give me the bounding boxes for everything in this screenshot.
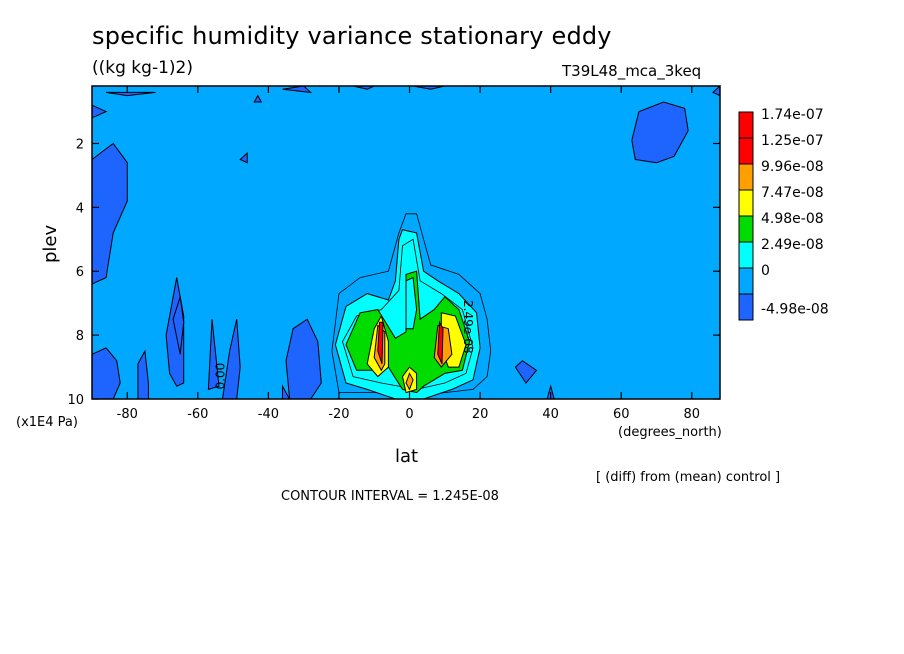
negative-region-14 <box>106 91 156 97</box>
y-tick-label-2: 6 <box>76 265 84 280</box>
legend-swatch-0 <box>738 111 754 139</box>
legend-label-7: -4.98e-08 <box>761 301 829 317</box>
y-tick-label-3: 8 <box>76 329 84 344</box>
x-tick-label-8: 80 <box>684 407 701 422</box>
legend-label-3: 7.47e-08 <box>761 185 824 201</box>
x-tick-label-1: -60 <box>187 407 208 422</box>
y-axis-label: plev <box>40 224 61 263</box>
negative-region-11 <box>631 101 689 164</box>
contour-label-zero: 0.00 <box>213 363 227 390</box>
y-tick-label-0: 2 <box>76 137 84 152</box>
legend-swatch-2 <box>738 163 754 191</box>
legend-swatch-3 <box>738 189 754 217</box>
legend-swatch-7 <box>738 293 754 321</box>
negative-region-4 <box>207 319 220 391</box>
chart-title: specific humidity variance stationary ed… <box>92 22 612 50</box>
level5-region-east <box>437 320 444 365</box>
legend-swatch-5 <box>738 241 754 269</box>
level5-region-west <box>377 321 384 365</box>
x-tick-label-4: 0 <box>405 407 413 422</box>
legend-label-6: 0 <box>761 263 770 279</box>
legend-label-0: 1.74e-07 <box>761 107 824 123</box>
y-tick-label-4: 10 <box>67 393 84 408</box>
legend-label-2: 9.96e-08 <box>761 159 824 175</box>
x-tick-label-3: -20 <box>328 407 349 422</box>
negative-region-12 <box>253 94 263 103</box>
negative-region-9 <box>514 360 538 384</box>
plot-frame <box>91 85 721 400</box>
legend-swatch-4 <box>738 215 754 243</box>
diff-note: [ (diff) from (mean) control ] <box>596 470 781 485</box>
center-cyan-island <box>405 276 418 330</box>
y-tick-label-1: 4 <box>76 201 84 216</box>
legend-label-4: 4.98e-08 <box>761 211 824 227</box>
x-tick-label-0: -80 <box>117 407 138 422</box>
legend-swatch-1 <box>738 137 754 165</box>
level4-region-center <box>405 372 414 391</box>
y-axis-units: (x1E4 Pa) <box>16 415 78 430</box>
negative-region-2 <box>137 349 149 400</box>
legend-label-1: 1.25e-07 <box>761 133 824 149</box>
x-tick-label-7: 60 <box>613 407 630 422</box>
negative-region-13 <box>239 151 248 164</box>
legend-swatch-6 <box>738 267 754 295</box>
run-label: T39L48_mca_3keq <box>562 62 702 80</box>
negative-region-15 <box>282 85 313 94</box>
negative-region-0 <box>91 142 128 285</box>
contour-interval: CONTOUR INTERVAL = 1.245E-08 <box>281 489 499 504</box>
x-tick-label-6: 40 <box>542 407 559 422</box>
chart-units: ((kg kg-1)2) <box>92 58 193 78</box>
legend-label-5: 2.49e-08 <box>761 237 824 253</box>
x-tick-label-5: 20 <box>472 407 489 422</box>
x-tick-label-2: -40 <box>258 407 279 422</box>
negative-region-8 <box>172 296 185 355</box>
x-axis-label: lat <box>395 446 419 467</box>
contour-label-249: 2.49e-08 <box>461 300 475 354</box>
x-axis-units: (degrees_north) <box>618 425 722 440</box>
